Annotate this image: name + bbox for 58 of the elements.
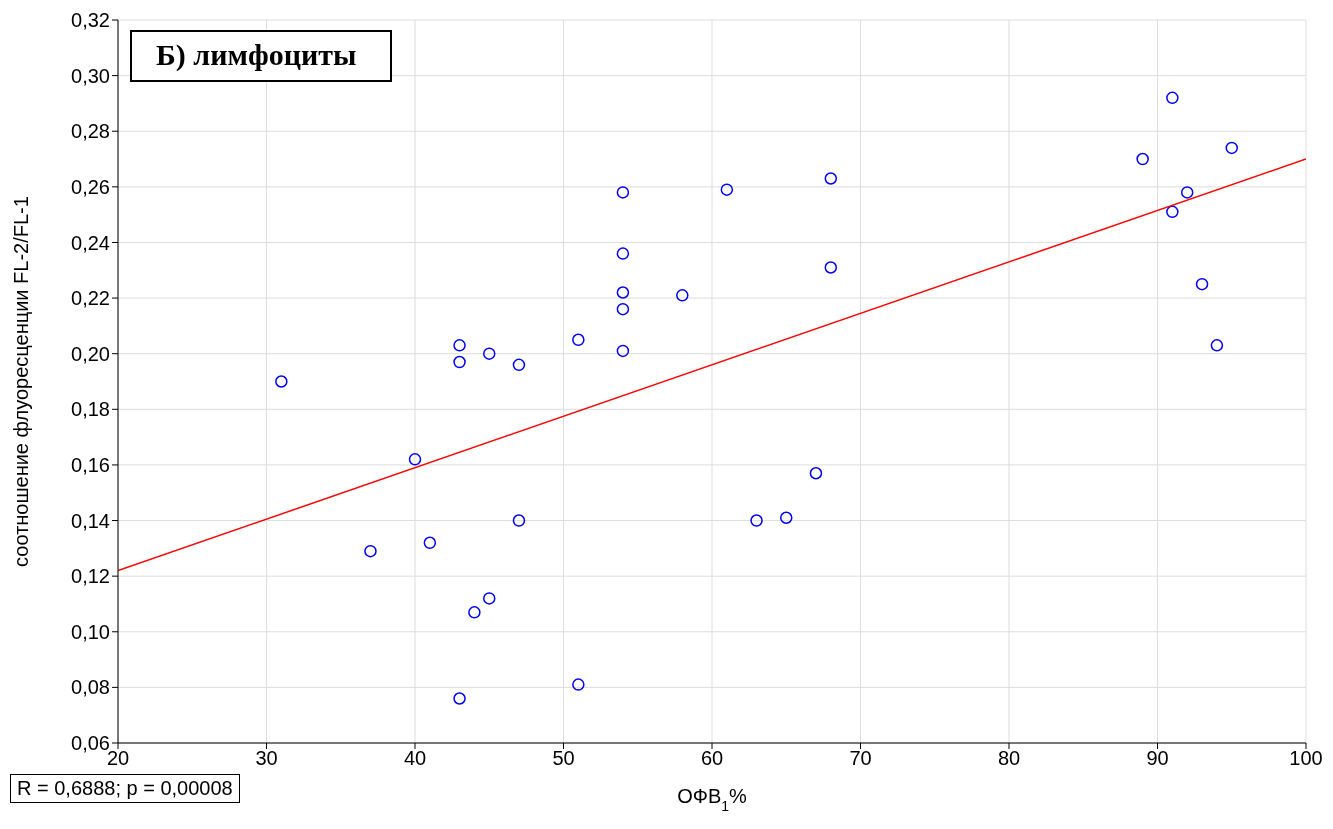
annotation: Б) лимфоциты (130, 30, 393, 82)
y-tick-label: 0,10 (71, 620, 110, 643)
y-tick-label: 0,08 (71, 676, 110, 699)
point (483, 592, 496, 605)
y-tick-label: 0,26 (71, 175, 110, 198)
x-tick-label: 70 (849, 747, 872, 770)
x-tick-label: 80 (997, 747, 1021, 770)
point (512, 358, 526, 372)
point (468, 606, 481, 619)
point (483, 347, 496, 360)
point (616, 186, 630, 199)
point (750, 514, 763, 527)
y-tick-label: 0,16 (71, 454, 110, 477)
point (423, 536, 437, 550)
x-axis-title: ОФВ$_{1}$% (677, 785, 748, 814)
point (824, 261, 838, 274)
y-tick-label: 0,24 (71, 231, 110, 254)
text: R = 0,6888; p = 0,00008 (10, 774, 240, 803)
x-tick-label: 100 (1289, 747, 1323, 770)
x-tick-label: 40 (403, 747, 427, 770)
x-tick-label: 50 (552, 747, 575, 770)
point (453, 355, 466, 369)
y-tick-label: 0,30 (71, 64, 110, 87)
x-tick-label: 60 (700, 747, 724, 770)
point (676, 289, 689, 302)
point (408, 453, 422, 466)
y-tick-label: 0,18 (71, 398, 110, 421)
point (572, 333, 585, 347)
y-tick-label: 0,20 (71, 342, 110, 365)
point (453, 692, 466, 705)
point (809, 467, 823, 480)
y-tick-label: 0,14 (71, 509, 110, 532)
point (1210, 339, 1224, 352)
point (1225, 141, 1238, 155)
point (1180, 186, 1194, 199)
point (364, 544, 377, 558)
x-tick-label: 90 (1146, 747, 1169, 770)
point (616, 286, 630, 299)
point (1195, 277, 1209, 291)
point (453, 339, 466, 352)
point (616, 302, 630, 316)
point (1136, 152, 1149, 166)
point (720, 183, 734, 196)
point (1166, 91, 1179, 105)
point (512, 514, 526, 527)
y-tick-label: 0,22 (71, 287, 110, 310)
point (572, 678, 585, 691)
point (275, 375, 288, 388)
y-tick-label: 0,32 (71, 9, 110, 32)
point (1166, 205, 1179, 219)
point (824, 172, 838, 185)
y-tick-label: 0,12 (71, 565, 110, 588)
point (616, 344, 630, 358)
point (616, 247, 630, 260)
y-tick-label: 0,28 (71, 120, 110, 143)
point (780, 511, 793, 525)
x-tick-label: 30 (255, 747, 278, 770)
y-axis-title: соотношение флуоресценции FL-2/FL-1 (10, 196, 32, 567)
